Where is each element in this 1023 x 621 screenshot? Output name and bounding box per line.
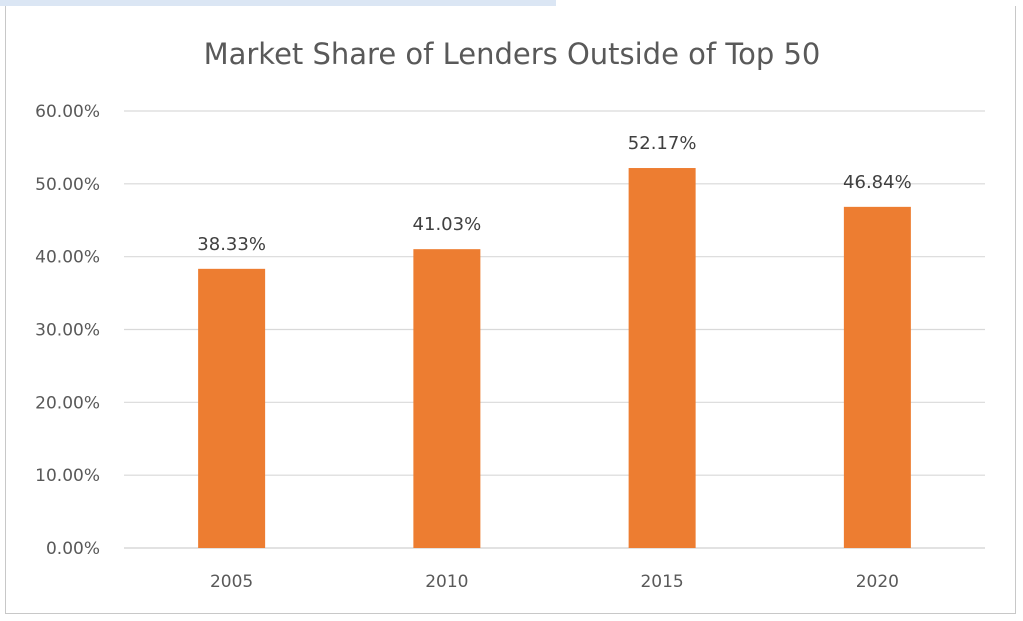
bar-2005 (198, 268, 266, 548)
data-label-2015: 52.17% (628, 133, 697, 154)
y-tick-label: 50.00% (35, 175, 100, 195)
gridlines (124, 110, 985, 549)
y-axis-ticks: 0.00% 10.00% 20.00% 30.00% 40.00% 50.00% 60.00… (35, 102, 100, 559)
bar-2015 (628, 168, 696, 548)
y-tick-label: 10.00% (35, 466, 100, 486)
x-tick-label-2005: 2005 (210, 572, 253, 592)
y-tick-label: 30.00% (35, 321, 100, 341)
bars (198, 168, 911, 548)
bar-2010 (413, 249, 481, 548)
data-label-2010: 41.03% (413, 214, 482, 235)
data-labels: 38.33% 41.03% 52.17% 46.84% (197, 133, 911, 255)
y-tick-label: 60.00% (35, 102, 100, 122)
data-label-2005: 38.33% (197, 234, 266, 255)
y-tick-label: 0.00% (46, 539, 100, 559)
chart-title: Market Share of Lenders Outside of Top 5… (204, 37, 821, 71)
data-label-2020: 46.84% (843, 172, 912, 193)
bar-2020 (843, 206, 911, 548)
x-tick-label-2020: 2020 (856, 572, 899, 592)
x-tick-label-2015: 2015 (640, 572, 683, 592)
y-tick-label: 40.00% (35, 248, 100, 268)
top-strip (0, 0, 556, 6)
x-axis-ticks: 2005 2010 2015 2020 (210, 572, 899, 592)
chart-area (5, 6, 1016, 614)
y-tick-label: 20.00% (35, 393, 100, 413)
x-tick-label-2010: 2010 (425, 572, 468, 592)
